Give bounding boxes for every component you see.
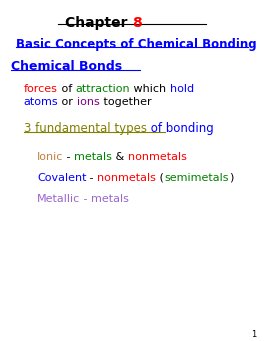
Text: 8: 8: [132, 16, 142, 30]
Text: 1: 1: [251, 330, 256, 339]
Text: metals: metals: [74, 152, 112, 162]
Text: (: (: [156, 173, 164, 183]
Text: Chemical Bonds: Chemical Bonds: [11, 60, 122, 73]
Text: nonmetals: nonmetals: [97, 173, 156, 183]
Text: which: which: [130, 84, 170, 94]
Text: -: -: [80, 194, 91, 204]
Text: ): ): [229, 173, 233, 183]
Text: -: -: [87, 173, 97, 183]
Text: Ionic: Ionic: [37, 152, 63, 162]
Text: hold: hold: [170, 84, 194, 94]
Text: attraction: attraction: [76, 84, 130, 94]
Text: Metallic: Metallic: [37, 194, 80, 204]
Text: of: of: [58, 84, 76, 94]
Text: Chapter: Chapter: [65, 16, 132, 30]
Text: semimetals: semimetals: [164, 173, 229, 183]
Text: atoms: atoms: [24, 97, 58, 107]
Text: together: together: [100, 97, 151, 107]
Text: nonmetals: nonmetals: [128, 152, 187, 162]
Text: -: -: [63, 152, 74, 162]
Text: forces: forces: [24, 84, 58, 94]
Text: of bonding: of bonding: [147, 122, 214, 135]
Text: Covalent: Covalent: [37, 173, 87, 183]
Text: or: or: [58, 97, 77, 107]
Text: ions: ions: [77, 97, 100, 107]
Text: &: &: [112, 152, 128, 162]
Text: metals: metals: [91, 194, 129, 204]
Text: Basic Concepts of Chemical Bonding: Basic Concepts of Chemical Bonding: [16, 38, 256, 51]
Text: 3 fundamental types: 3 fundamental types: [24, 122, 147, 135]
